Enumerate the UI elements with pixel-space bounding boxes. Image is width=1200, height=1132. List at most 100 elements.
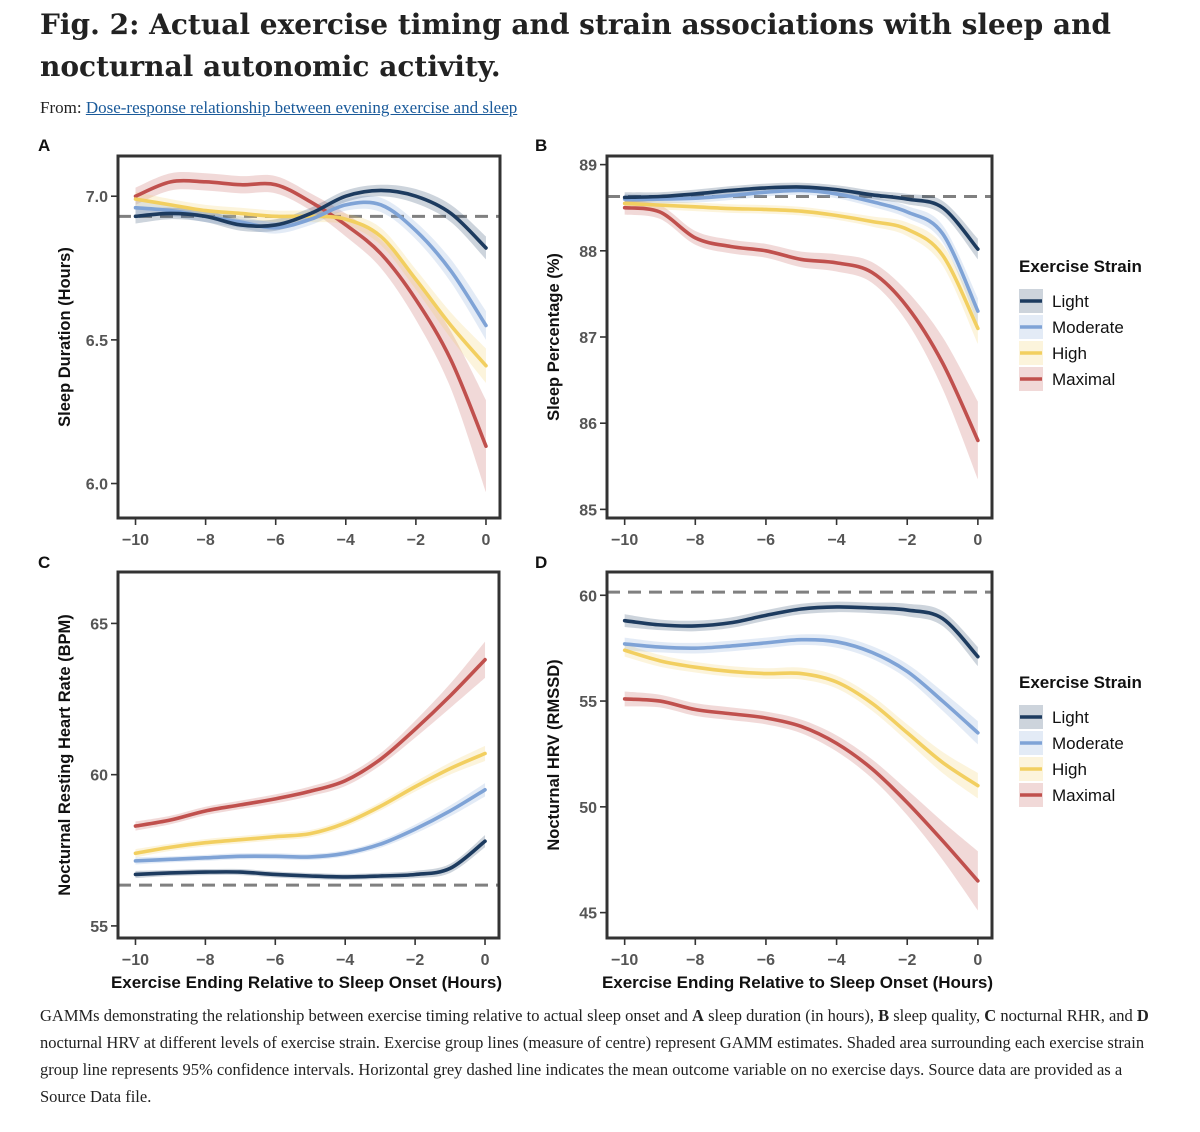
legend-label-maximal: Maximal: [1052, 786, 1115, 805]
x-tick-label-c: −10: [122, 952, 149, 969]
caption-text-3: sleep quality,: [889, 1006, 985, 1025]
legend-label-light: Light: [1052, 292, 1089, 311]
plot-area-c: [118, 641, 499, 887]
x-tick-label-d: 0: [973, 952, 982, 969]
x-tick-label-b: −8: [686, 532, 704, 549]
y-tick-label-b: 87: [579, 330, 597, 347]
x-tick-label-b: −2: [898, 532, 916, 549]
y-tick-label-a: 6.0: [86, 477, 108, 494]
panel-label-d: D: [535, 553, 547, 572]
x-tick-label-a: −10: [122, 532, 149, 549]
series-line-b-maximal: [622, 205, 980, 443]
y-axis-label-d: Nocturnal HRV (RMSSD): [545, 659, 563, 850]
ci-band-b-maximal: [624, 200, 978, 480]
x-axis-label-d: Exercise Ending Relative to Sleep Onset …: [602, 973, 993, 992]
series-line-c-high: [133, 751, 487, 856]
ci-band-c-high: [135, 745, 486, 858]
panel-label-c: C: [38, 553, 50, 572]
y-tick-label-b: 86: [579, 416, 597, 433]
x-tick-label-c: −4: [336, 952, 354, 969]
x-tick-label-d: −4: [827, 952, 845, 969]
y-tick-label-c: 55: [90, 919, 108, 936]
x-tick-label-a: −2: [407, 532, 425, 549]
caption-text-5: nocturnal HRV at different levels of exe…: [40, 1033, 1145, 1106]
y-tick-label-c: 65: [90, 616, 108, 633]
y-tick-label-d: 45: [579, 906, 597, 923]
x-tick-label-b: −4: [827, 532, 845, 549]
plot-area-a: [118, 172, 500, 493]
caption-panel-c: C: [984, 1006, 997, 1025]
y-tick-label-a: 6.5: [86, 333, 108, 350]
series-line-c-maximal: [133, 657, 487, 828]
series-line-c-light: [133, 839, 487, 879]
legend-top: Exercise Strain Light Moderate High Maximal: [1019, 257, 1142, 391]
plot-frame-b: [605, 154, 994, 520]
caption-text-1: GAMMs demonstrating the relationship bet…: [40, 1006, 693, 1025]
legend-label-moderate: Moderate: [1052, 318, 1124, 337]
figure-charts: A −10 −8 −6 −4 −2 0 6.0 6.5 7.0 Sleep Duration (Ho…: [38, 136, 1142, 992]
y-tick-label-b: 88: [579, 244, 597, 261]
x-axis-label-c: Exercise Ending Relative to Sleep Onset …: [111, 973, 502, 992]
x-tick-label-c: −8: [196, 952, 214, 969]
legend-label-maximal: Maximal: [1052, 370, 1115, 389]
panel-b: B −10 −8 −6 −4 −2 0 85 86 87 88 89 Sleep Percentage …: [535, 136, 994, 549]
x-tick-label-b: −10: [611, 532, 638, 549]
legend-label-moderate: Moderate: [1052, 734, 1124, 753]
ci-band-a-light: [135, 184, 486, 260]
legend-label-high: High: [1052, 760, 1087, 779]
ci-band-c-moderate: [135, 783, 486, 865]
plot-frame-c: [116, 570, 501, 940]
series-line-a-light: [133, 188, 488, 250]
panel-a: A −10 −8 −6 −4 −2 0 6.0 6.5 7.0 Sleep Duration (Ho…: [38, 136, 502, 549]
figure-caption: GAMMs demonstrating the relationship bet…: [40, 1002, 1160, 1110]
y-axis-label-a: Sleep Duration (Hours): [56, 247, 74, 427]
ci-band-c-maximal: [135, 641, 486, 831]
series-line-b-moderate: [622, 188, 980, 313]
caption-panel-a: A: [692, 1006, 704, 1025]
ci-band-a-high: [135, 191, 486, 383]
from-line: From: Dose-response relationship between…: [40, 98, 517, 118]
panel-d: D −10 −8 −6 −4 −2 0 45 50 55 60 Nocturnal HRV (RMSS…: [535, 553, 994, 992]
legend-bottom: Exercise Strain Light Moderate High Maximal: [1019, 673, 1142, 807]
panel-label-a: A: [38, 136, 50, 155]
x-tick-label-b: 0: [973, 532, 982, 549]
series-line-a-high: [133, 197, 488, 368]
series-line-c-moderate: [133, 787, 487, 863]
plot-area-b: [607, 182, 992, 480]
x-tick-label-a: −6: [267, 532, 285, 549]
series-line-d-high: [622, 648, 980, 788]
legend-title: Exercise Strain: [1019, 257, 1142, 276]
series-line-b-light: [622, 185, 980, 251]
caption-panel-b: B: [878, 1006, 890, 1025]
x-tick-label-a: −4: [337, 532, 355, 549]
x-tick-label-d: −8: [686, 952, 704, 969]
ci-band-d-maximal: [624, 691, 978, 911]
figure-title: Fig. 2: Actual exercise timing and strai…: [40, 8, 1112, 83]
y-tick-label-a: 7.0: [86, 189, 108, 206]
series-line-d-moderate: [622, 637, 980, 735]
source-article-link[interactable]: Dose-response relationship between eveni…: [85, 98, 518, 117]
x-tick-label-a: −8: [196, 532, 214, 549]
panel-c: C −10 −8 −6 −4 −2 0 55 60 65 Nocturnal Resting Hea…: [38, 553, 502, 992]
legend-label-high: High: [1052, 344, 1087, 363]
y-tick-label-d: 50: [579, 800, 597, 817]
legend-title: Exercise Strain: [1019, 673, 1142, 692]
caption-panel-d: D: [1136, 1006, 1149, 1025]
plot-frame-a: [116, 154, 502, 520]
y-axis-label-b: Sleep Percentage (%): [545, 253, 563, 421]
panel-label-b: B: [535, 136, 547, 155]
y-tick-label-b: 89: [579, 158, 597, 175]
caption-text-2: sleep duration (in hours),: [703, 1006, 879, 1025]
y-tick-label-b: 85: [579, 502, 597, 519]
x-tick-label-a: 0: [482, 532, 491, 549]
y-axis-label-c: Nocturnal Resting Heart Rate (BPM): [56, 614, 74, 895]
x-tick-label-d: −2: [898, 952, 916, 969]
x-tick-label-d: −10: [611, 952, 638, 969]
series-line-d-light: [622, 605, 980, 659]
ci-band-c-light: [135, 835, 486, 880]
x-tick-label-c: −2: [406, 952, 424, 969]
plot-area-d: [607, 590, 992, 911]
series-line-a-maximal: [133, 178, 488, 448]
legend-label-light: Light: [1052, 708, 1089, 727]
plot-frame-d: [605, 570, 994, 940]
